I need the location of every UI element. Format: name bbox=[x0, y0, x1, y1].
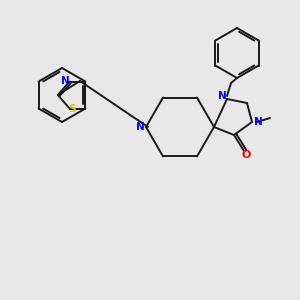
Text: N: N bbox=[218, 91, 226, 101]
Text: N: N bbox=[61, 76, 70, 85]
Text: N: N bbox=[136, 122, 144, 132]
Text: O: O bbox=[241, 150, 251, 160]
Text: S: S bbox=[68, 104, 75, 115]
Text: N: N bbox=[254, 117, 262, 127]
